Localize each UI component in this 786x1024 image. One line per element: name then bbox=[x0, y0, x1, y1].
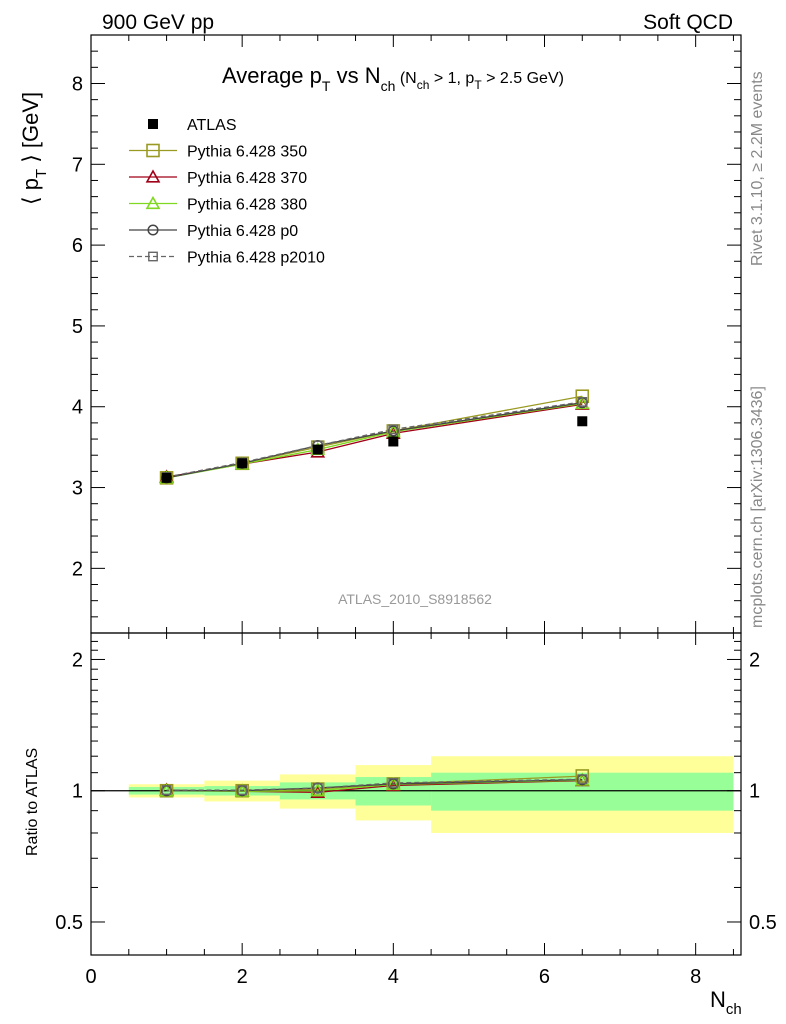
x-tick-label: 0 bbox=[85, 966, 96, 988]
legend-marker bbox=[146, 143, 160, 158]
series-line bbox=[166, 402, 583, 479]
x-tick-label: 8 bbox=[690, 966, 701, 988]
side-text-top: Rivet 3.1.10, ≥ 2.2M events bbox=[749, 71, 766, 266]
side-text-bottom: mcplots.cern.ch [arXiv:1306.3436] bbox=[749, 386, 766, 628]
y-axis-label: ⟨ pT ⟩ [GeV] bbox=[18, 92, 50, 205]
ratio-series-line bbox=[166, 778, 583, 791]
ratio-y-axis-label: Ratio to ATLAS bbox=[24, 748, 41, 856]
legend: ATLAS Pythia 6.428 350 Pythia 6.428 370 Pyt… bbox=[129, 117, 325, 267]
ratio-tick-label-left: 1 bbox=[72, 781, 83, 803]
legend-marker bbox=[145, 195, 161, 210]
ratio-tick-label-right: 0.5 bbox=[749, 912, 777, 934]
legend-label: Pythia 6.428 350 bbox=[187, 144, 307, 161]
series-marker bbox=[574, 395, 590, 410]
data-point bbox=[312, 444, 323, 455]
ratio-series-marker bbox=[312, 783, 323, 793]
y-tick-label: 7 bbox=[72, 154, 83, 176]
legend-label: Pythia 6.428 370 bbox=[187, 170, 307, 187]
data-point bbox=[388, 436, 399, 447]
ratio-tick-label-left: 2 bbox=[72, 649, 83, 671]
series-marker bbox=[577, 396, 588, 407]
header-left: 900 GeV pp bbox=[102, 11, 214, 34]
y-tick-label: 5 bbox=[72, 316, 83, 338]
y-tick-label: 8 bbox=[72, 73, 83, 95]
y-tick-label: 3 bbox=[72, 478, 83, 500]
legend-marker bbox=[145, 169, 161, 183]
y-tick-label: 2 bbox=[72, 558, 83, 580]
chart-title: Average pT vs Nch (Nch > 1, pT > 2.5 GeV… bbox=[222, 63, 564, 94]
y-tick-label: 4 bbox=[72, 397, 83, 419]
legend-label: Pythia 6.428 380 bbox=[187, 197, 307, 214]
ratio-series-marker bbox=[161, 785, 172, 796]
main-panel: 0 2 4 6 8 2 3 4 5 6 7 8 bbox=[72, 34, 742, 988]
legend-label: Pythia 6.428 p2010 bbox=[187, 250, 325, 267]
series-marker bbox=[388, 424, 399, 435]
x-axis-label: Nch bbox=[710, 987, 742, 1018]
y-tick-label: 6 bbox=[72, 235, 83, 257]
header-right: Soft QCD bbox=[643, 11, 733, 34]
ratio-band-stat bbox=[431, 772, 734, 811]
x-tick-label: 6 bbox=[539, 966, 550, 988]
data-point bbox=[161, 472, 172, 483]
series-marker bbox=[575, 389, 590, 404]
legend-marker bbox=[147, 224, 159, 236]
data-point bbox=[237, 458, 248, 469]
ratio-series-marker bbox=[575, 769, 590, 783]
ratio-series-marker bbox=[577, 774, 588, 785]
data-point bbox=[577, 416, 588, 427]
svg-text:⟨ pT ⟩ [GeV]: ⟨ pT ⟩ [GeV] bbox=[18, 92, 50, 205]
ratio-frame bbox=[90, 632, 742, 956]
ratio-tick-label-right: 2 bbox=[749, 649, 760, 671]
ratio-series-marker bbox=[388, 778, 399, 788]
x-tick-label: 2 bbox=[237, 966, 248, 988]
ratio-series-marker bbox=[310, 783, 326, 797]
legend-label: ATLAS bbox=[187, 117, 237, 134]
ratio-tick-label-right: 1 bbox=[749, 781, 760, 803]
legend-label: Pythia 6.428 p0 bbox=[187, 223, 298, 240]
x-tick-label: 4 bbox=[388, 966, 399, 988]
ratio-series-marker bbox=[237, 785, 248, 796]
ratio-panel: 0.5 0.5 1 1 2 2 bbox=[55, 632, 777, 956]
legend-marker bbox=[148, 251, 158, 262]
legend-marker bbox=[148, 119, 158, 129]
ratio-tick-label-left: 0.5 bbox=[55, 912, 83, 934]
analysis-id: ATLAS_2010_S8918562 bbox=[338, 591, 492, 607]
